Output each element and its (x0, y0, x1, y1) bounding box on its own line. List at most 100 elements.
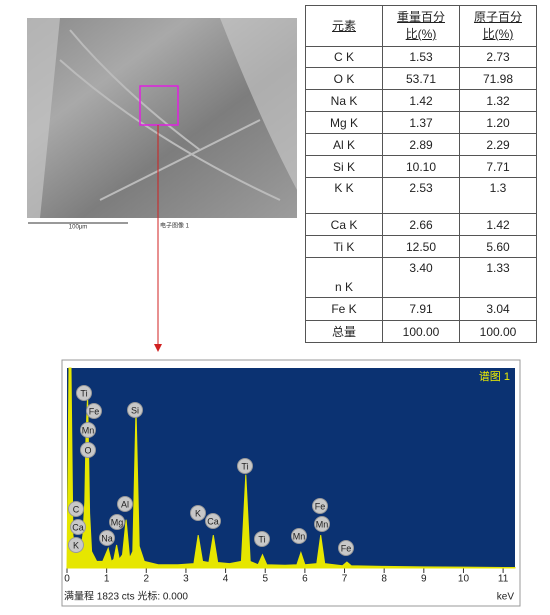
table-cell: 53.71 (382, 67, 460, 90)
peak-label: Al (121, 499, 129, 509)
peak-label: Fe (341, 543, 352, 553)
table-cell: 1.42 (382, 89, 460, 112)
sem-texture (220, 18, 297, 190)
table-cell: Mg K (305, 111, 383, 134)
peak-marker (338, 540, 354, 556)
peak-label: Mn (293, 531, 306, 541)
table-row: Ca K 2.66 1.42 (305, 213, 537, 236)
table-row: Ti K 12.50 5.60 (305, 235, 537, 258)
peak-marker (117, 496, 133, 512)
table-cell: n K (305, 257, 383, 298)
table-cell: 1.53 (382, 46, 460, 68)
table-cell: O K (305, 67, 383, 90)
peak-label: Si (131, 405, 139, 415)
header-cell: 重量百分比(%) (382, 5, 460, 47)
sem-caption-bar (27, 218, 297, 230)
table-cell: Ca K (305, 213, 383, 236)
header-row: 元素 重量百分比(%) 原子百分比(%) (305, 5, 537, 47)
table-cell: 2.73 (459, 46, 537, 68)
peak-label: Ti (258, 534, 265, 544)
peak-marker (190, 505, 206, 521)
image-caption: 电子图像 1 (160, 222, 190, 230)
table-cell: Na K (305, 89, 383, 112)
table-row: Mg K 1.37 1.20 (305, 111, 537, 134)
table-row: K K 2.53 1.3 (305, 177, 537, 214)
peak-marker (312, 498, 328, 514)
table-cell: 3.04 (459, 297, 537, 321)
peak-marker (70, 519, 86, 535)
table-row: Si K 10.10 7.71 (305, 155, 537, 178)
peak-label: Mg (111, 517, 124, 527)
peak-marker (99, 530, 115, 546)
peak-marker (68, 537, 84, 553)
peak-marker (80, 422, 96, 438)
peak-marker (254, 531, 270, 547)
table-cell: Fe K (305, 297, 383, 321)
x-tick-label: 3 (183, 574, 189, 585)
table-row: n K 3.40 1.33 (305, 257, 537, 298)
x-tick-label: 2 (144, 574, 150, 585)
table-cell: 总量 (305, 320, 383, 343)
peak-label: C (73, 504, 80, 514)
sem-texture (27, 18, 60, 218)
peak-marker (109, 514, 125, 530)
table-row: O K 53.71 71.98 (305, 67, 537, 90)
x-tick-label: 10 (458, 574, 470, 585)
peak-label: Fe (89, 406, 100, 416)
table-cell: 2.53 (382, 177, 460, 214)
peak-label: Ti (241, 461, 248, 471)
header-text: 原子百分比(%) (473, 10, 522, 41)
x-tick-label: 1 (104, 574, 110, 585)
x-tick-label: 4 (223, 574, 229, 585)
plot-area (67, 368, 515, 568)
table-cell: 71.98 (459, 67, 537, 90)
table-cell: 5.60 (459, 235, 537, 258)
table-cell: 1.20 (459, 111, 537, 134)
table-cell: 7.71 (459, 155, 537, 178)
header-cell: 元素 (305, 5, 383, 47)
table-row: Na K 1.42 1.32 (305, 89, 537, 112)
spectrum-title: 谱图 1 (479, 369, 510, 383)
peak-label: Fe (315, 501, 326, 511)
x-tick-label: 7 (342, 574, 348, 585)
footer: 满量程 1823 cts 光标: 0.000 (64, 590, 188, 603)
table-cell: 100.00 (459, 320, 537, 343)
table-cell: 12.50 (382, 235, 460, 258)
peak-marker (76, 385, 92, 401)
table-cell: 7.91 (382, 297, 460, 321)
x-tick-label: 8 (381, 574, 387, 585)
x-tick-label: 9 (421, 574, 427, 585)
header-cell: 原子百分比(%) (459, 5, 537, 47)
table-cell: 2.89 (382, 133, 460, 156)
x-tick-label: 5 (262, 574, 268, 585)
scale-label: 100μm (69, 225, 87, 231)
table-row: Al K 2.89 2.29 (305, 133, 537, 156)
peak-marker (86, 403, 102, 419)
peak-marker (127, 402, 143, 418)
table-cell: 2.66 (382, 213, 460, 236)
peak-marker (205, 513, 221, 529)
table-cell: 1.42 (459, 213, 537, 236)
header-text: 重量百分比(%) (396, 10, 445, 41)
x-axis-label: keV (497, 592, 515, 603)
table-cell: 1.3 (459, 177, 537, 214)
table-cell: Ti K (305, 235, 383, 258)
sem-texture (59, 29, 281, 201)
arrow-head (154, 344, 162, 352)
x-tick-label: 6 (302, 574, 308, 585)
peak-marker (291, 528, 307, 544)
table-cell: C K (305, 46, 383, 68)
header-text: 元素 (331, 18, 356, 33)
x-tick-label: 11 (498, 574, 509, 585)
table: 元素 重量百分比(%) 原子百分比(%) C K 1.53 2.73 O K 53.71 71.… (305, 5, 537, 343)
peak-marker (237, 458, 253, 474)
peak-label: Na (101, 533, 113, 543)
peak-label: K (195, 508, 201, 518)
table-cell: 100.00 (382, 320, 460, 343)
table-cell: 1.33 (459, 257, 537, 298)
table-row: C K 1.53 2.73 (305, 46, 537, 68)
peak-label: Ca (207, 516, 219, 526)
table-cell: 3.40 (382, 257, 460, 298)
